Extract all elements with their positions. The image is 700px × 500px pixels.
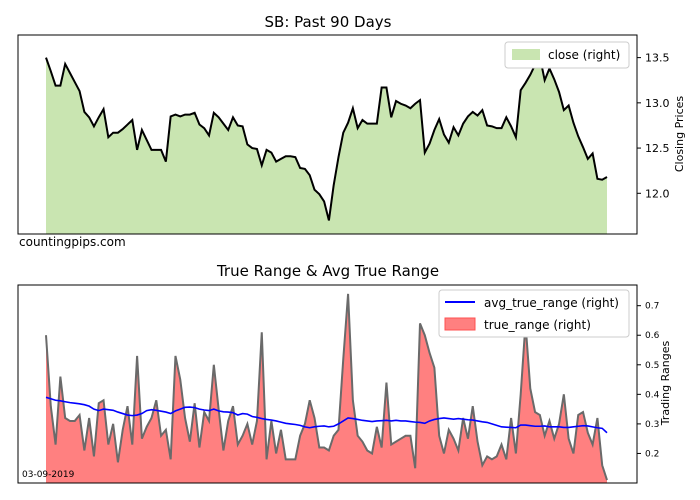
range-y-tick-label: 0.4 (645, 390, 660, 400)
watermark-text: countingpips.com (19, 235, 126, 249)
close-area-layer (45, 53, 608, 235)
true-range-legend-label: true_range (right) (484, 318, 591, 332)
true-range-area-layer (45, 293, 608, 483)
close-legend-label: close (right) (548, 48, 620, 62)
price-legend: close (right) (504, 41, 630, 69)
range-y-tick-label: 0.7 (645, 302, 659, 312)
price-legend-box (504, 41, 630, 69)
range-y-ticks: 0.2 0.3 0.4 0.5 0.6 0.7 (637, 302, 660, 459)
close-line (45, 53, 608, 221)
range-legend-box (438, 289, 630, 338)
range-legend: avg_true_range (right) true_range (right… (438, 289, 630, 338)
price-y-tick-label: 12.0 (645, 187, 670, 200)
true-range-legend-swatch (444, 317, 476, 331)
price-chart-title: SB: Past 90 Days (265, 13, 392, 31)
price-y-tick-label: 13.5 (645, 52, 670, 65)
range-chart: True Range & Avg True Range 0.2 0.3 0.4 0.5… (17, 262, 672, 484)
price-chart: SB: Past 90 Days 12.0 12.5 13.0 13.5 Closin… (17, 13, 686, 249)
range-chart-title: True Range & Avg True Range (216, 262, 439, 280)
price-chart-frame (17, 34, 638, 235)
price-y-ticks: 12.0 12.5 13.0 13.5 (637, 52, 670, 200)
range-y-tick-label: 0.3 (645, 420, 659, 430)
date-stamp: 03-09-2019 (22, 470, 75, 480)
true-range-line (45, 293, 608, 481)
avg-true-range-legend-label: avg_true_range (right) (484, 296, 619, 310)
close-legend-swatch (512, 49, 540, 60)
price-y-tick-label: 12.5 (645, 142, 670, 155)
range-chart-frame (17, 284, 638, 484)
range-y-tick-label: 0.6 (645, 331, 660, 341)
avg-true-range-line (45, 396, 608, 434)
price-y-tick-label: 13.0 (645, 97, 670, 110)
close-area (46, 56, 607, 235)
range-y-tick-label: 0.5 (645, 361, 659, 371)
range-y-tick-label: 0.2 (645, 449, 659, 459)
range-y-axis-label: Trading Ranges (659, 341, 672, 427)
avg-true-range-line-layer (45, 396, 608, 434)
price-y-axis-label: Closing Prices (673, 96, 686, 173)
